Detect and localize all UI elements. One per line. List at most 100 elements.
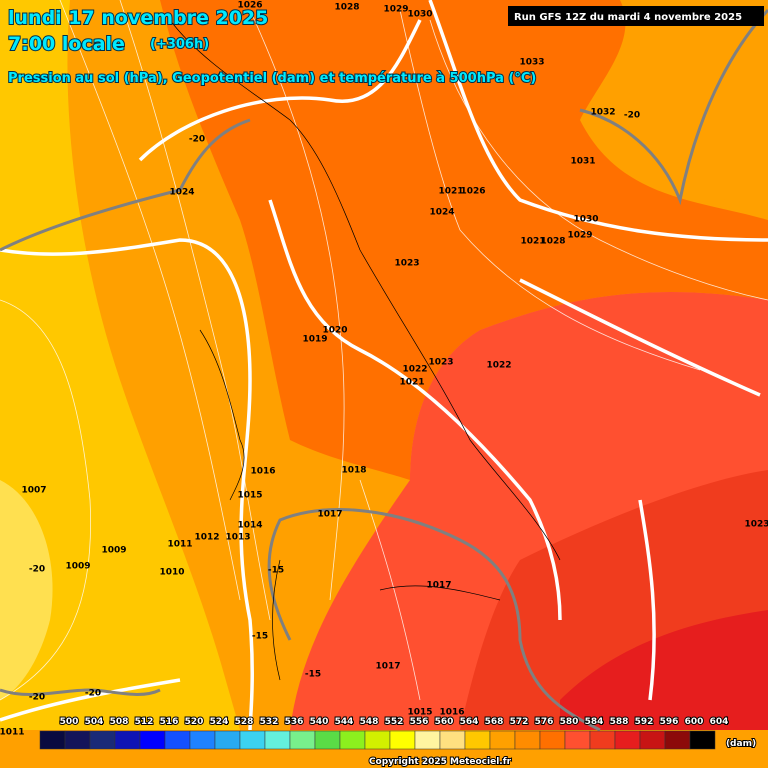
legend-swatch xyxy=(639,730,666,750)
run-info: Run GFS 12Z du mardi 4 novembre 2025 xyxy=(514,12,742,23)
legend-unit: (dam) xyxy=(726,739,756,749)
legend-tick-label: 540 xyxy=(310,717,329,727)
labels: 1026 1028 10291030103310321031102110261024… xyxy=(0,1,768,738)
pressure-label: 1017 xyxy=(426,581,451,591)
lead-time: (+306h) xyxy=(150,37,209,52)
pressure-label: 1015 xyxy=(237,491,262,501)
legend-swatch xyxy=(539,730,566,750)
temperature-label: -20 xyxy=(189,135,205,145)
pressure-label: 1017 xyxy=(375,662,400,672)
legend-swatch xyxy=(564,730,591,750)
legend-tick-label: 516 xyxy=(160,717,179,727)
legend-tick-label: 520 xyxy=(185,717,204,727)
subtitle: Pression au sol (hPa), Geopotentiel (dam… xyxy=(8,71,536,86)
pressure-label: 1023 xyxy=(744,520,768,530)
legend-tick-label: 556 xyxy=(410,717,429,727)
legend-swatch xyxy=(439,730,466,750)
legend-tick-label: 500 xyxy=(60,717,79,727)
pressure-label: 1014 xyxy=(237,521,262,531)
run-box xyxy=(508,6,764,26)
temperature-label: -20 xyxy=(29,565,45,575)
legend-tick-label: 600 xyxy=(685,717,704,727)
pressure-label: 1019 xyxy=(302,335,327,345)
copyright: Copyright 2025 Meteociel.fr xyxy=(369,757,512,767)
legend-swatch xyxy=(589,730,616,750)
legend-swatch xyxy=(614,730,641,750)
legend-swatch xyxy=(339,730,366,750)
pressure-label: 1021 xyxy=(438,187,463,197)
temperature-label: -20 xyxy=(85,689,101,699)
pressure-label: 1015 xyxy=(407,708,432,718)
pressure-label: 1031 xyxy=(570,157,595,167)
pressure-label: 1020 xyxy=(322,326,347,336)
pressure-label: 1030 xyxy=(573,215,598,225)
pressure-label: 1011 xyxy=(167,540,192,550)
legend-tick-label: 544 xyxy=(335,717,354,727)
legend-swatch xyxy=(414,730,441,750)
legend-swatch xyxy=(139,730,166,750)
legend-tick-label: 524 xyxy=(210,717,229,727)
pressure-label: 1010 xyxy=(159,568,184,578)
legend-tick-label: 576 xyxy=(535,717,554,727)
legend-swatch xyxy=(39,730,66,750)
coastlines xyxy=(169,19,561,681)
legend-swatch xyxy=(189,730,216,750)
time: 7:00 locale xyxy=(8,33,125,55)
legend-swatch xyxy=(239,730,266,750)
pressure-label: 1011 xyxy=(0,728,25,738)
legend-tick-label: 592 xyxy=(635,717,654,727)
legend-swatch xyxy=(64,730,91,750)
legend-swatch xyxy=(489,730,516,750)
pressure-label: 1022 xyxy=(402,365,427,375)
pressure-label: 1024 xyxy=(429,208,454,218)
pressure-label: 1029 xyxy=(383,5,408,15)
pressure-label: 1026 xyxy=(460,187,485,197)
legend-swatch xyxy=(689,730,716,750)
legend-tick-label: 504 xyxy=(85,717,104,727)
pressure-label: 1016 xyxy=(439,708,464,718)
legend-tick-label: 532 xyxy=(260,717,279,727)
temperature-label: -15 xyxy=(268,566,284,576)
legend-swatch xyxy=(514,730,541,750)
pressure-label: 1029 xyxy=(567,231,592,241)
pressure-label: 1030 xyxy=(407,10,432,20)
legend-swatch xyxy=(164,730,191,750)
pressure-label: 1009 xyxy=(65,562,90,572)
legend-tick-label: 528 xyxy=(235,717,254,727)
geopotential xyxy=(0,0,768,731)
legend-swatch xyxy=(314,730,341,750)
temperature-label: -15 xyxy=(252,632,268,642)
legend-tick-label: 508 xyxy=(110,717,129,727)
legend-swatch xyxy=(389,730,416,750)
temperature-label: -15 xyxy=(305,670,321,680)
legend-tick-label: 512 xyxy=(135,717,154,727)
pressure-label: 1028 xyxy=(540,237,565,247)
pressure-label: 1017 xyxy=(317,510,342,520)
legend-tick-label: 584 xyxy=(585,717,604,727)
pressure-label: 1024 xyxy=(169,188,194,198)
legend-tick-label: 552 xyxy=(385,717,404,727)
temperature-label: -20 xyxy=(29,693,45,703)
legend-tick-label: 604 xyxy=(710,717,729,727)
pressure-label: 1009 xyxy=(101,546,126,556)
legend-tick-label: 572 xyxy=(510,717,529,727)
legend-tick-label: 568 xyxy=(485,717,504,727)
isobars xyxy=(0,0,768,701)
date: lundi 17 novembre 2025 xyxy=(8,7,268,29)
pressure-label: 1007 xyxy=(21,486,46,496)
temperature-500 xyxy=(0,8,768,732)
pressure-label: 1021 xyxy=(520,237,545,247)
pressure-label: 1012 xyxy=(194,533,219,543)
legend-tick-label: 580 xyxy=(560,717,579,727)
legend-swatch xyxy=(664,730,691,750)
legend-tick-label: 588 xyxy=(610,717,629,727)
legend-swatch xyxy=(464,730,491,750)
pressure-label: 1021 xyxy=(399,378,424,388)
legend-swatch xyxy=(289,730,316,750)
legend-tick-label: 596 xyxy=(660,717,679,727)
legend-tick-label: 560 xyxy=(435,717,454,727)
legend-tick-label: 536 xyxy=(285,717,304,727)
